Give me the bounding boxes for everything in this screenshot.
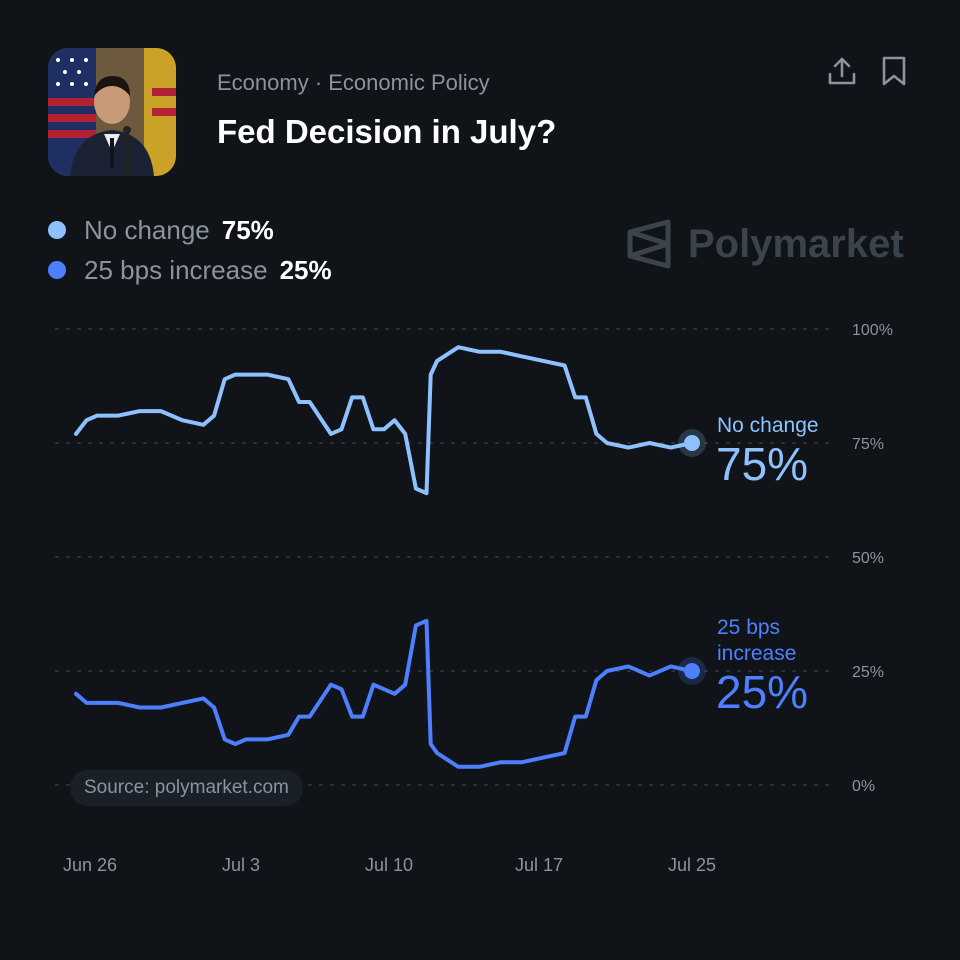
legend-item-no-change: No change 75% bbox=[48, 210, 332, 250]
legend-swatch bbox=[48, 221, 66, 239]
legend-value: 25% bbox=[279, 254, 332, 285]
x-tick-label: Jun 26 bbox=[63, 855, 117, 875]
market-category[interactable]: Economy · Economic Policy bbox=[217, 70, 490, 95]
end-value-no-change: 75% bbox=[716, 438, 808, 490]
legend-swatch bbox=[48, 261, 66, 279]
y-tick-label: 0% bbox=[852, 778, 875, 795]
legend-label: 25 bps increase bbox=[84, 254, 268, 285]
chart-legend: No change 75% 25 bps increase 25% bbox=[48, 210, 332, 290]
source-label: Source: polymarket.com bbox=[70, 770, 303, 806]
polymarket-logo-icon bbox=[627, 219, 671, 269]
x-tick-label: Jul 17 bbox=[515, 855, 563, 875]
market-title: Fed Decision in July? bbox=[217, 113, 557, 150]
bookmark-icon[interactable] bbox=[877, 54, 911, 88]
series-end-point bbox=[684, 435, 700, 451]
y-tick-label: 50% bbox=[852, 550, 884, 567]
brand-name: Polymarket bbox=[688, 221, 904, 266]
x-tick-label: Jul 25 bbox=[668, 855, 716, 875]
x-tick-label: Jul 3 bbox=[222, 855, 260, 875]
series-line-no-change bbox=[74, 345, 694, 496]
market-thumbnail bbox=[48, 48, 176, 176]
polymarket-brand: Polymarket bbox=[626, 218, 904, 270]
legend-value: 75% bbox=[221, 214, 274, 245]
y-tick-label: 75% bbox=[852, 436, 884, 453]
end-value-25-bps-increase: 25% bbox=[716, 666, 808, 718]
series-end-point bbox=[684, 663, 700, 679]
legend-label: No change bbox=[84, 214, 210, 245]
end-label-no-change: No change bbox=[717, 414, 819, 437]
end-label-25-bps-increase: 25 bps bbox=[717, 616, 780, 639]
y-tick-label: 25% bbox=[852, 664, 884, 681]
end-label-25-bps-increase: increase bbox=[717, 642, 796, 665]
x-tick-label: Jul 10 bbox=[365, 855, 413, 875]
y-tick-label: 100% bbox=[852, 322, 893, 339]
series-line-25-bps-increase bbox=[74, 618, 694, 769]
share-icon[interactable] bbox=[825, 54, 859, 88]
legend-item-25-bps-increase: 25 bps increase 25% bbox=[48, 250, 332, 290]
